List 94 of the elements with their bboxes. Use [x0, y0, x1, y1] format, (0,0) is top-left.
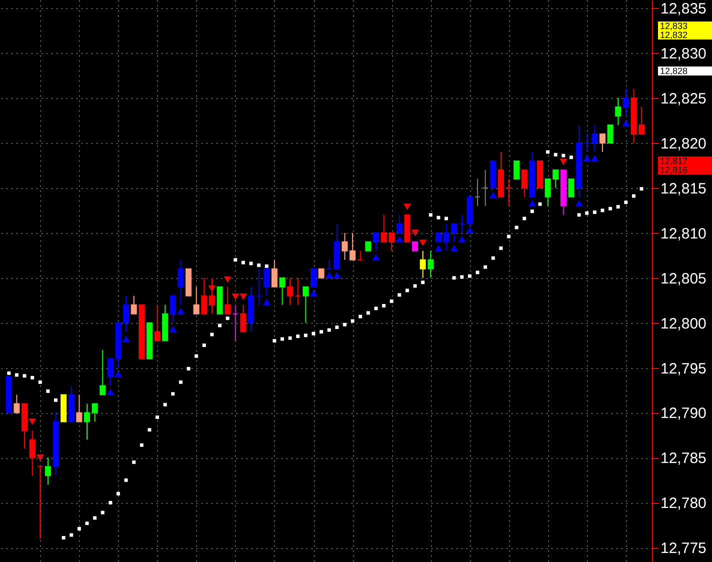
point — [208, 285, 216, 292]
point — [419, 240, 427, 246]
point — [169, 326, 177, 332]
point — [528, 200, 536, 206]
point — [590, 155, 598, 162]
point — [114, 370, 122, 378]
candlestick — [357, 250, 364, 260]
point — [232, 294, 240, 300]
point — [310, 290, 318, 296]
y-tick-label: 12,800 — [660, 315, 706, 332]
candlestick — [130, 295, 137, 314]
candlestick — [123, 295, 130, 332]
text: 12,828 — [660, 66, 688, 76]
candlestick — [264, 268, 270, 296]
y-tick-label: 12,795 — [660, 360, 706, 378]
candlestick — [302, 286, 309, 324]
point — [106, 388, 114, 396]
point — [122, 336, 130, 342]
candlestick — [326, 259, 332, 270]
y-tick-label: 12,820 — [660, 135, 706, 152]
point — [224, 276, 232, 283]
candlestick — [208, 277, 215, 314]
point — [489, 192, 497, 198]
point — [240, 294, 247, 300]
point — [28, 418, 36, 425]
text: 12,833 — [660, 21, 688, 31]
candlestick — [584, 133, 590, 152]
point — [262, 298, 270, 306]
candlestick — [506, 178, 512, 206]
y-tick-label: 12,790 — [660, 405, 706, 422]
candlestick — [44, 457, 51, 486]
y-tick-label: 12,805 — [660, 270, 706, 288]
y-tick-label: 12,835 — [660, 0, 706, 18]
candlestick — [256, 268, 262, 306]
point — [458, 236, 466, 242]
y-tick-label: 12,830 — [660, 46, 706, 63]
candlestick — [310, 268, 317, 288]
candlestick — [622, 88, 629, 116]
candlestick — [458, 214, 465, 234]
candlestick — [350, 232, 356, 260]
candlestick — [599, 133, 606, 152]
candlestick — [428, 250, 434, 278]
candlestick — [14, 394, 20, 414]
point — [583, 155, 591, 162]
candlestick — [92, 403, 98, 422]
y-tick-label: 12,780 — [660, 495, 706, 512]
point — [177, 308, 184, 314]
candlestick — [154, 304, 160, 342]
candlestick — [178, 259, 184, 306]
candlestick — [372, 232, 379, 252]
point — [575, 200, 583, 206]
point — [372, 254, 380, 260]
point — [36, 454, 44, 461]
candlestick — [100, 349, 106, 396]
point — [560, 158, 568, 166]
point — [396, 236, 404, 242]
point — [466, 226, 474, 234]
point — [450, 244, 458, 252]
candlestick — [568, 178, 574, 198]
point — [622, 120, 630, 126]
candlestick — [396, 214, 402, 234]
candlestick — [607, 124, 614, 144]
y-tick-label: 12,825 — [660, 90, 706, 108]
point — [333, 272, 341, 278]
candlestick — [287, 277, 294, 306]
y-tick-label: 12,775 — [660, 540, 706, 558]
candlestick — [193, 286, 200, 314]
candlestick — [592, 124, 598, 152]
candlestick — [342, 232, 348, 260]
candlestick — [232, 304, 238, 342]
point — [404, 204, 411, 210]
candlestick — [271, 259, 278, 288]
y-tick-label: 12,785 — [660, 450, 706, 468]
point — [325, 272, 333, 278]
y-tick-label: 12,815 — [660, 180, 706, 198]
candlestick — [521, 169, 528, 198]
candlestick — [76, 394, 82, 422]
text: 12,832 — [660, 30, 688, 40]
y-tick-label: 12,810 — [660, 225, 706, 242]
candlestick — [615, 98, 622, 126]
candlestick — [240, 304, 246, 332]
text: 12,816 — [660, 165, 688, 175]
candlestick — [201, 277, 208, 314]
candlestick — [84, 403, 90, 440]
point — [411, 230, 419, 236]
candlestick — [37, 466, 44, 540]
candlestick — [420, 250, 426, 278]
text: 12,817 — [660, 156, 688, 166]
candlestick — [514, 160, 520, 180]
candlestick — [279, 277, 286, 306]
candlestick — [638, 106, 645, 134]
candlestick — [294, 277, 301, 306]
candlestick — [224, 286, 231, 314]
point — [434, 244, 442, 252]
